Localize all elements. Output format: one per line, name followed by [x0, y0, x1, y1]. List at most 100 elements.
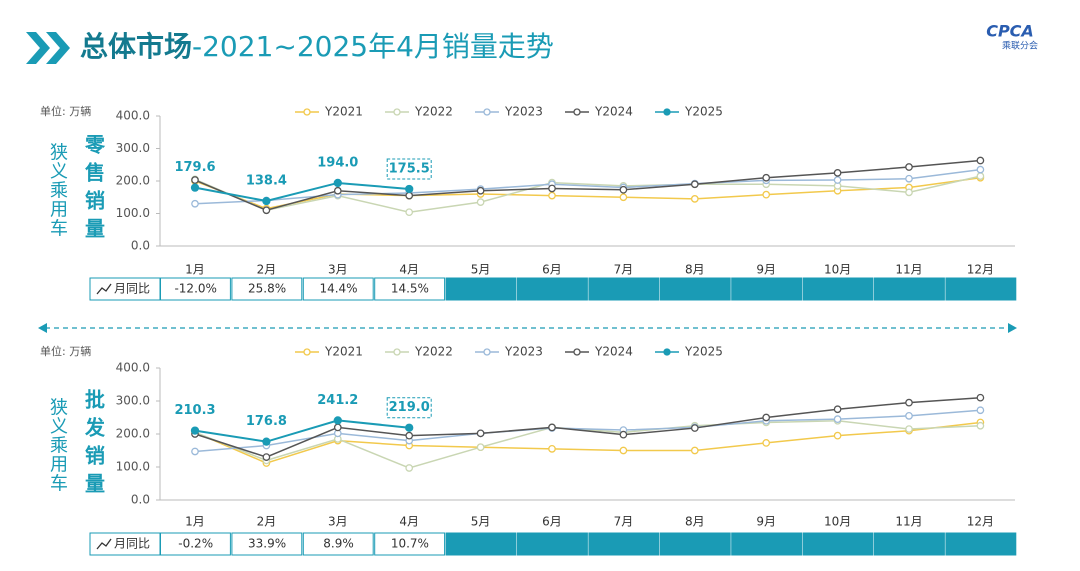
yoy-cell: [231, 277, 303, 301]
x-tick-label: 10月: [824, 515, 851, 529]
series-marker: [905, 398, 913, 407]
y-tick-label: 200.0: [116, 174, 150, 188]
series-line: [194, 419, 410, 443]
series-marker: [333, 416, 342, 425]
unit-label: 单位: 万辆: [40, 104, 91, 118]
yoy-cell: [802, 277, 874, 301]
series-line: [194, 421, 981, 464]
series-line: [194, 420, 981, 469]
yoy-cell: [302, 277, 374, 301]
title: 总体市场-2021~2025年4月销量走势: [80, 30, 554, 63]
series-line: [194, 181, 410, 203]
yoy-value: -12.0%: [174, 282, 216, 296]
data-label: 210.3: [174, 403, 215, 418]
data-label: 179.6: [174, 160, 215, 175]
data-label: 219.0: [389, 400, 430, 415]
x-tick-label: 1月: [185, 515, 205, 529]
legend-marker: [663, 108, 671, 116]
series-marker: [262, 453, 271, 461]
series-line: [194, 396, 981, 458]
series-marker: [976, 393, 985, 402]
series-marker: [405, 191, 414, 200]
y-tick-label: 400.0: [116, 361, 150, 375]
x-tick-label: 12月: [967, 263, 994, 277]
data-label: 194.0: [317, 155, 358, 170]
series-marker: [905, 425, 913, 433]
legend-marker: [303, 348, 311, 356]
series-marker: [619, 446, 628, 455]
yoy-cell: [659, 532, 731, 556]
series-marker: [333, 186, 342, 195]
series-marker: [619, 193, 628, 202]
label-box: [386, 397, 432, 419]
yoy-cell: [445, 532, 517, 556]
x-tick-label: 6月: [542, 263, 562, 277]
x-tick-label: 3月: [328, 263, 348, 277]
legend-label: Y2021: [324, 345, 363, 359]
metric-label: 批发销量: [82, 388, 106, 501]
series-line: [194, 159, 981, 212]
legend-label: Y2024: [594, 345, 633, 359]
series-marker: [548, 184, 556, 193]
legend-label: Y2022: [414, 105, 453, 119]
series-marker: [405, 431, 414, 440]
series-marker: [976, 165, 985, 174]
x-tick-label: 8月: [685, 263, 705, 277]
series-marker: [690, 424, 699, 432]
series-marker: [476, 429, 485, 438]
series-marker: [476, 198, 485, 206]
yoy-cell: [231, 532, 303, 556]
series-marker: [405, 423, 414, 432]
x-tick-label: 8月: [685, 515, 705, 529]
unit-label: 单位: 万辆: [40, 344, 91, 358]
yoy-cell: [445, 277, 517, 301]
series-marker: [190, 426, 200, 435]
yoy-label: 月同比: [114, 537, 150, 551]
series-marker: [833, 431, 842, 440]
yoy-cell: [588, 277, 660, 301]
yoy-cell: [731, 277, 803, 301]
series-marker: [405, 464, 414, 472]
series-marker: [762, 413, 771, 422]
y-tick-label: 300.0: [116, 141, 150, 155]
legend-marker: [393, 348, 401, 356]
series-marker: [905, 163, 913, 171]
x-tick-label: 1月: [185, 263, 205, 277]
series-marker: [690, 195, 699, 203]
series-marker: [619, 185, 628, 194]
series-line: [194, 168, 981, 205]
series-marker: [833, 415, 842, 423]
x-tick-label: 7月: [614, 515, 634, 529]
chevron-icon: [26, 32, 70, 64]
legend-marker: [573, 108, 581, 116]
series-marker: [333, 423, 342, 432]
x-tick-label: 5月: [471, 263, 491, 277]
series-line: [194, 409, 981, 453]
legend-marker: [393, 108, 401, 116]
series-marker: [262, 196, 271, 206]
y-tick-label: 300.0: [116, 394, 150, 408]
series-marker: [976, 406, 985, 415]
yoy-value: 10.7%: [391, 537, 429, 551]
logo-sub: 乘联分会: [1002, 40, 1038, 52]
yoy-cell: [160, 277, 231, 301]
logo-name: CPCA: [986, 22, 1034, 41]
x-tick-label: 7月: [614, 263, 634, 277]
series-marker: [262, 206, 271, 215]
data-label: 176.8: [246, 414, 287, 429]
title-rest: -2021~2025年4月销量走势: [192, 30, 554, 63]
series-marker: [476, 443, 485, 452]
series-marker: [905, 411, 913, 420]
label-box: [386, 158, 432, 180]
legend-label: Y2021: [324, 105, 363, 119]
yoy-cell: [374, 277, 446, 301]
yoy-icon: [96, 538, 112, 550]
x-tick-label: 11月: [895, 515, 922, 529]
yoy-value: 8.9%: [323, 537, 354, 551]
yoy-value: 33.9%: [248, 537, 286, 551]
data-label: 241.2: [317, 393, 358, 408]
yoy-cell: [874, 277, 945, 301]
yoy-cell: [588, 532, 660, 556]
legend-marker: [483, 348, 491, 356]
segment-label: 狭义乘用车: [47, 397, 68, 492]
